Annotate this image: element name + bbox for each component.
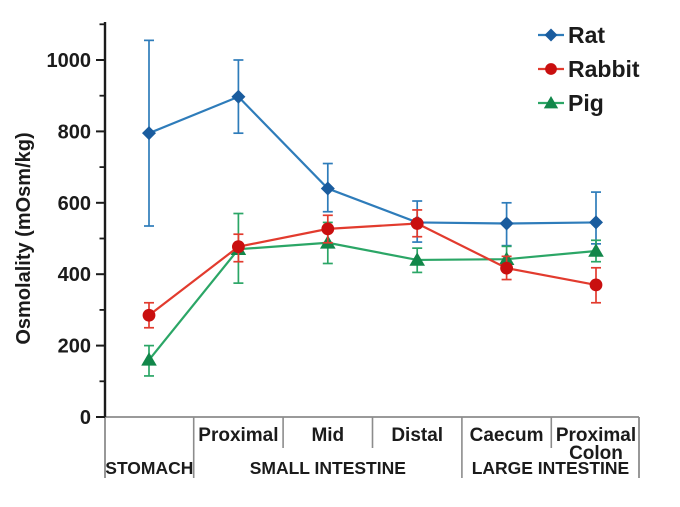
y-tick-label: 600 <box>58 193 91 215</box>
legend-item-pig: Pig <box>538 90 604 116</box>
marker-rat <box>320 181 335 196</box>
marker-pig <box>141 352 157 366</box>
series-pig <box>141 212 604 377</box>
y-tick-label: 1000 <box>47 50 92 72</box>
legend-label-rabbit: Rabbit <box>568 56 640 82</box>
series-rat <box>142 39 603 247</box>
marker-rabbit <box>142 308 156 322</box>
marker-rabbit <box>500 261 513 275</box>
segment-label: Colon <box>569 443 623 464</box>
y-tick-label: 800 <box>58 121 91 143</box>
y-axis-title: Osmolality (mOsm/kg) <box>13 132 35 344</box>
marker-rat <box>499 216 514 231</box>
series-rabbit <box>142 209 603 329</box>
marker-rat <box>231 89 246 104</box>
marker-pig <box>409 252 425 266</box>
marker-rabbit <box>321 222 335 236</box>
legend-label-rat: Rat <box>568 22 605 48</box>
legend-marker-pig <box>543 96 559 109</box>
legend-item-rat: Rat <box>538 22 605 48</box>
y-tick-label: 200 <box>58 336 91 358</box>
series-line-rat <box>148 95 597 225</box>
group-label: LARGE INTESTINE <box>472 458 630 478</box>
y-tick-label: 400 <box>58 264 91 286</box>
segment-label: Mid <box>311 425 344 446</box>
group-label: SMALL INTESTINE <box>250 458 406 478</box>
marker-pig <box>588 243 604 257</box>
marker-rabbit <box>232 240 245 254</box>
marker-rabbit <box>589 278 603 292</box>
legend-marker-rabbit <box>545 63 557 75</box>
legend-marker-rat <box>544 28 558 42</box>
legend-label-pig: Pig <box>568 90 604 116</box>
marker-rat <box>589 215 603 230</box>
segment-label: Proximal <box>198 425 278 446</box>
segment-label: Proximal <box>556 425 636 446</box>
group-label: STOMACH <box>105 458 193 478</box>
series-line-pig <box>148 241 597 361</box>
y-tick-label: 0 <box>80 407 91 429</box>
segment-label: Caecum <box>470 425 544 446</box>
marker-rat <box>142 126 156 141</box>
legend: Rat Rabbit Pig <box>538 22 640 116</box>
legend-item-rabbit: Rabbit <box>538 56 640 82</box>
series-line-rabbit <box>148 222 597 317</box>
segment-label: Distal <box>391 425 443 446</box>
marker-rabbit <box>410 217 424 230</box>
